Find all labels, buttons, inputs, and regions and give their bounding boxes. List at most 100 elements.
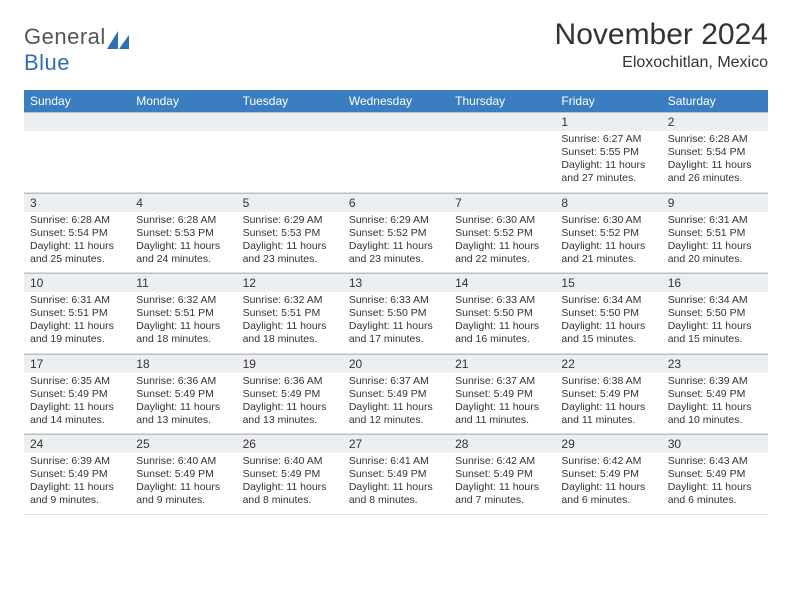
day-cell: 27Sunrise: 6:41 AMSunset: 5:49 PMDayligh… (343, 434, 449, 515)
day-header: Thursday (449, 90, 555, 112)
daylight-text: Daylight: 11 hours and 16 minutes. (455, 320, 549, 346)
sunrise-text: Sunrise: 6:27 AM (561, 133, 655, 146)
day-data (343, 131, 449, 185)
day-number (343, 112, 449, 131)
day-cell: 9Sunrise: 6:31 AMSunset: 5:51 PMDaylight… (662, 192, 768, 273)
daylight-text: Daylight: 11 hours and 6 minutes. (561, 481, 655, 507)
logo-word2: Blue (24, 50, 70, 75)
day-header-row: Sunday Monday Tuesday Wednesday Thursday… (24, 90, 768, 112)
day-cell: 10Sunrise: 6:31 AMSunset: 5:51 PMDayligh… (24, 273, 130, 354)
day-cell: 4Sunrise: 6:28 AMSunset: 5:53 PMDaylight… (130, 192, 236, 273)
day-number: 2 (662, 112, 768, 131)
day-number: 4 (130, 193, 236, 212)
sunset-text: Sunset: 5:49 PM (349, 388, 443, 401)
sunset-text: Sunset: 5:49 PM (136, 388, 230, 401)
day-number: 18 (130, 354, 236, 373)
sunset-text: Sunset: 5:55 PM (561, 146, 655, 159)
sunrise-text: Sunrise: 6:42 AM (455, 455, 549, 468)
sunrise-text: Sunrise: 6:34 AM (561, 294, 655, 307)
day-cell: 11Sunrise: 6:32 AMSunset: 5:51 PMDayligh… (130, 273, 236, 354)
day-cell: 7Sunrise: 6:30 AMSunset: 5:52 PMDaylight… (449, 192, 555, 273)
day-number: 6 (343, 193, 449, 212)
day-number: 29 (555, 434, 661, 453)
day-cell: 5Sunrise: 6:29 AMSunset: 5:53 PMDaylight… (237, 192, 343, 273)
day-cell: 23Sunrise: 6:39 AMSunset: 5:49 PMDayligh… (662, 353, 768, 434)
day-data: Sunrise: 6:40 AMSunset: 5:49 PMDaylight:… (237, 453, 343, 514)
daylight-text: Daylight: 11 hours and 11 minutes. (561, 401, 655, 427)
daylight-text: Daylight: 11 hours and 20 minutes. (668, 240, 762, 266)
day-data: Sunrise: 6:28 AMSunset: 5:54 PMDaylight:… (24, 212, 130, 273)
day-cell: 1Sunrise: 6:27 AMSunset: 5:55 PMDaylight… (555, 112, 661, 192)
day-data: Sunrise: 6:31 AMSunset: 5:51 PMDaylight:… (24, 292, 130, 353)
sunrise-text: Sunrise: 6:37 AM (349, 375, 443, 388)
week-row: 17Sunrise: 6:35 AMSunset: 5:49 PMDayligh… (24, 353, 768, 434)
day-data (449, 131, 555, 185)
daylight-text: Daylight: 11 hours and 11 minutes. (455, 401, 549, 427)
sunrise-text: Sunrise: 6:29 AM (349, 214, 443, 227)
sunrise-text: Sunrise: 6:36 AM (136, 375, 230, 388)
day-data: Sunrise: 6:34 AMSunset: 5:50 PMDaylight:… (662, 292, 768, 353)
day-cell: 16Sunrise: 6:34 AMSunset: 5:50 PMDayligh… (662, 273, 768, 354)
day-data: Sunrise: 6:29 AMSunset: 5:53 PMDaylight:… (237, 212, 343, 273)
day-number: 25 (130, 434, 236, 453)
sunset-text: Sunset: 5:49 PM (30, 388, 124, 401)
sunset-text: Sunset: 5:50 PM (561, 307, 655, 320)
day-header: Sunday (24, 90, 130, 112)
day-data (237, 131, 343, 185)
day-number: 12 (237, 273, 343, 292)
daylight-text: Daylight: 11 hours and 9 minutes. (136, 481, 230, 507)
sunrise-text: Sunrise: 6:29 AM (243, 214, 337, 227)
day-data: Sunrise: 6:36 AMSunset: 5:49 PMDaylight:… (237, 373, 343, 434)
daylight-text: Daylight: 11 hours and 18 minutes. (136, 320, 230, 346)
day-number: 8 (555, 193, 661, 212)
day-number: 30 (662, 434, 768, 453)
day-number: 14 (449, 273, 555, 292)
week-row: 1Sunrise: 6:27 AMSunset: 5:55 PMDaylight… (24, 112, 768, 192)
sunset-text: Sunset: 5:49 PM (668, 468, 762, 481)
sunrise-text: Sunrise: 6:41 AM (349, 455, 443, 468)
sunset-text: Sunset: 5:51 PM (668, 227, 762, 240)
day-number: 17 (24, 354, 130, 373)
sunrise-text: Sunrise: 6:28 AM (30, 214, 124, 227)
day-number: 21 (449, 354, 555, 373)
day-data: Sunrise: 6:32 AMSunset: 5:51 PMDaylight:… (130, 292, 236, 353)
day-number: 27 (343, 434, 449, 453)
sunrise-text: Sunrise: 6:39 AM (30, 455, 124, 468)
sunrise-text: Sunrise: 6:36 AM (243, 375, 337, 388)
sunset-text: Sunset: 5:50 PM (455, 307, 549, 320)
daylight-text: Daylight: 11 hours and 8 minutes. (243, 481, 337, 507)
sunrise-text: Sunrise: 6:28 AM (668, 133, 762, 146)
sunrise-text: Sunrise: 6:35 AM (30, 375, 124, 388)
sunset-text: Sunset: 5:51 PM (136, 307, 230, 320)
daylight-text: Daylight: 11 hours and 8 minutes. (349, 481, 443, 507)
sunset-text: Sunset: 5:49 PM (668, 388, 762, 401)
day-number: 10 (24, 273, 130, 292)
day-cell: 14Sunrise: 6:33 AMSunset: 5:50 PMDayligh… (449, 273, 555, 354)
sunrise-text: Sunrise: 6:30 AM (561, 214, 655, 227)
week-row: 24Sunrise: 6:39 AMSunset: 5:49 PMDayligh… (24, 434, 768, 515)
daylight-text: Daylight: 11 hours and 13 minutes. (136, 401, 230, 427)
day-data (130, 131, 236, 185)
title-block: November 2024 Eloxochitlan, Mexico (555, 18, 768, 72)
day-data: Sunrise: 6:42 AMSunset: 5:49 PMDaylight:… (555, 453, 661, 514)
sunrise-text: Sunrise: 6:34 AM (668, 294, 762, 307)
sunset-text: Sunset: 5:54 PM (668, 146, 762, 159)
day-data: Sunrise: 6:39 AMSunset: 5:49 PMDaylight:… (662, 373, 768, 434)
day-header: Wednesday (343, 90, 449, 112)
sunset-text: Sunset: 5:49 PM (455, 468, 549, 481)
day-number (449, 112, 555, 131)
week-row: 3Sunrise: 6:28 AMSunset: 5:54 PMDaylight… (24, 192, 768, 273)
day-data: Sunrise: 6:38 AMSunset: 5:49 PMDaylight:… (555, 373, 661, 434)
day-data: Sunrise: 6:27 AMSunset: 5:55 PMDaylight:… (555, 131, 661, 192)
daylight-text: Daylight: 11 hours and 15 minutes. (668, 320, 762, 346)
sunset-text: Sunset: 5:49 PM (243, 468, 337, 481)
day-cell (130, 112, 236, 192)
sunset-text: Sunset: 5:50 PM (668, 307, 762, 320)
sunrise-text: Sunrise: 6:38 AM (561, 375, 655, 388)
daylight-text: Daylight: 11 hours and 21 minutes. (561, 240, 655, 266)
day-number (237, 112, 343, 131)
sunset-text: Sunset: 5:49 PM (30, 468, 124, 481)
day-data: Sunrise: 6:41 AMSunset: 5:49 PMDaylight:… (343, 453, 449, 514)
day-number: 28 (449, 434, 555, 453)
daylight-text: Daylight: 11 hours and 14 minutes. (30, 401, 124, 427)
